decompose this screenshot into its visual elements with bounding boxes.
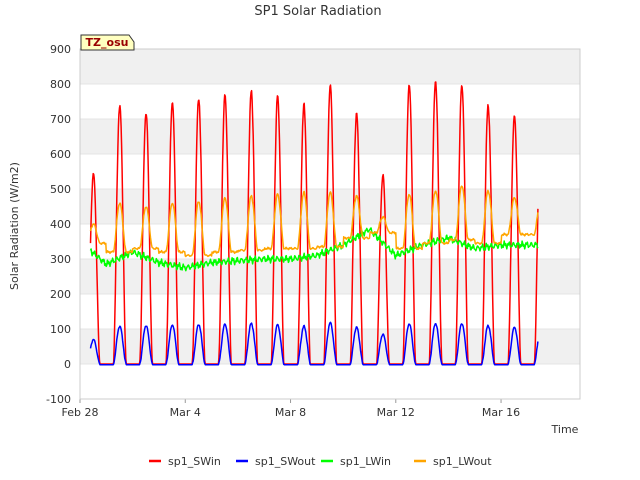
plot-frame (79, 48, 581, 400)
grid-band (80, 119, 580, 154)
station-badge-box (80, 34, 135, 51)
legend-label: sp1_SWout (255, 455, 316, 468)
grid-band (80, 329, 580, 364)
series-line-sp1-SWout (89, 321, 539, 366)
x-axis-ticks: Feb 28 Mar 4 Mar 8 Mar 12 Mar 16 (62, 399, 520, 419)
legend-label: sp1_LWin (340, 455, 391, 468)
y-axis-ticks: -100 0 100 200 300 400 500 600 700 800 900 (46, 43, 71, 406)
x-tick-label: Mar 4 (170, 406, 201, 419)
y-axis-label: Solar Radiation (W/m2) (8, 162, 21, 290)
grid-band (80, 49, 580, 84)
y-tick-label: 900 (50, 43, 71, 56)
station-label: TZ_osu (86, 36, 129, 49)
x-tick-label: Mar 8 (275, 406, 306, 419)
legend-label: sp1_LWout (433, 455, 492, 468)
chart-title: SP1 Solar Radiation (254, 4, 381, 19)
y-tick-label: 500 (50, 183, 71, 196)
y-tick-label: -100 (46, 393, 71, 406)
x-tick-label: Mar 16 (482, 406, 520, 419)
x-axis-label: Time (551, 423, 579, 436)
series-lines (89, 81, 539, 366)
y-tick-label: 600 (50, 148, 71, 161)
series-line-sp1-LWin (89, 227, 539, 272)
y-tick-label: 300 (50, 253, 71, 266)
x-tick-label: Mar 12 (377, 406, 415, 419)
series-line-sp1-LWout (89, 185, 539, 258)
grid-band (80, 259, 580, 294)
y-tick-label: 400 (50, 218, 71, 231)
y-tick-label: 100 (50, 323, 71, 336)
y-tick-label: 0 (64, 358, 71, 371)
x-tick-label: Feb 28 (62, 406, 99, 419)
y-tick-label: 800 (50, 78, 71, 91)
legend: sp1_SWin sp1_SWout sp1_LWin sp1_LWout (149, 455, 492, 468)
legend-label: sp1_SWin (168, 455, 221, 468)
station-badge: TZ_osu (80, 34, 135, 51)
y-tick-label: 200 (50, 288, 71, 301)
y-tick-label: 700 (50, 113, 71, 126)
